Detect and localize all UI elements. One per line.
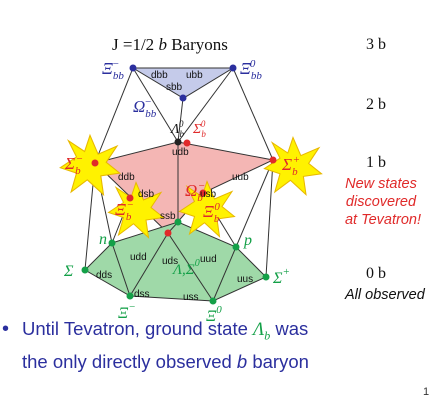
dot-xi-bb-minus [129, 64, 137, 72]
label-xi-zero: Ξ0 [206, 304, 222, 325]
label-xi-bb-minus: Ξbb− [102, 58, 124, 82]
quark-dsb: dsb [138, 189, 155, 200]
quark-dds: dds [96, 270, 112, 281]
label-sigma-b-zero: Σb0 [192, 119, 206, 139]
bullet-dot: • [2, 318, 10, 340]
quark-uds: uds [162, 256, 178, 267]
new-states-callout: New states discovered at Tevatron! [345, 176, 421, 228]
bullet-line-1-text: Until Tevatron, ground state [22, 318, 254, 339]
dot-sigma-minus [81, 266, 89, 274]
dot-xi-b-zero [199, 189, 207, 197]
quark-dss: dss [134, 289, 150, 300]
quark-dbb: dbb [151, 70, 168, 81]
top-plane-fill [131, 67, 235, 99]
label-sigma-b-minus: Σb− [64, 153, 83, 177]
dot-xi-bb-zero [229, 64, 237, 72]
quark-uub: uub [232, 172, 249, 183]
quark-ubb: ubb [186, 70, 203, 81]
middle-plane-fill [94, 141, 275, 234]
label-n: n [99, 231, 107, 248]
quark-uus: uus [237, 274, 253, 285]
label-p: p [243, 232, 252, 249]
level-label-1b: 1 b [366, 154, 386, 171]
dot-sigma-plus [262, 273, 270, 281]
quark-usb: usb [200, 189, 217, 200]
dot-sigma-b-minus [91, 159, 99, 167]
quark-ssb: ssb [160, 211, 176, 222]
level-label-2b: 2 b [366, 96, 386, 113]
bottom-plane-fill [84, 221, 267, 302]
all-observed-callout: All observed [344, 287, 426, 303]
dot-lambda-sigma0 [174, 218, 182, 226]
label-omega-b: Ωb− [185, 180, 205, 204]
quark-udd: udd [130, 252, 147, 263]
label-xi-b-zero: Ξb0 [203, 201, 220, 225]
quark-uud: uud [200, 254, 217, 265]
dot-xi-zero [209, 297, 217, 305]
label-sigma-plus: Σ+ [272, 266, 290, 287]
particle-labels: Ξbb− Ξbb0 Ωbb− Λb0 Σb0 Σb− Σb+ Ξb− Ξb0 Ω… [63, 58, 300, 325]
state-dots [81, 64, 277, 305]
label-xi-bb-zero: Ξbb0 [240, 58, 262, 82]
quark-uss: uss [183, 292, 199, 303]
label-sigma-b-plus: Σb+ [281, 154, 300, 178]
dot-xi-minus [126, 292, 134, 300]
dot-sigma-b-plus [269, 156, 277, 164]
bullet-line-2-text: the only directly observed [22, 350, 237, 372]
bullet-line-1: Until Tevatron, ground state Λb was [22, 316, 412, 349]
dot-lambda-b [174, 138, 182, 146]
bullet-text: Until Tevatron, ground state Λb was the … [22, 316, 412, 375]
dot-omega-b [164, 229, 172, 237]
label-lambda-b: Λb0 [169, 119, 184, 139]
bullet-line-1-end: was [270, 318, 309, 339]
diagram-title: J =1/2 b Baryons [112, 35, 228, 54]
level-label-3b: 3 b [366, 36, 386, 53]
bullet-line-2-end: baryon [247, 350, 309, 372]
dot-p [232, 243, 240, 251]
bullet-line-2: the only directly observed b baryon [22, 349, 412, 375]
label-omega-bb: Ωbb− [133, 96, 157, 120]
label-xi-minus: Ξ− [118, 301, 136, 322]
page-number: 1 [423, 386, 430, 398]
dot-xi-b-minus [126, 194, 134, 202]
level-label-0b: 0 b [366, 265, 386, 282]
quark-labels: dbb ubb sbb udb ddb uub dsb usb ssb udd … [96, 70, 253, 303]
label-xi-b-minus: Ξb− [115, 199, 134, 223]
dot-n [108, 239, 116, 247]
bullet-b-italic: b [236, 350, 248, 372]
dot-sigma-b-zero [183, 139, 191, 147]
label-sigma-minus: Σ [63, 263, 74, 280]
quark-ddb: ddb [118, 172, 135, 183]
lambda-b-symbol: Λb [253, 320, 271, 343]
label-lambda-sigma0: Λ,Σ0 [171, 258, 200, 278]
quark-sbb: sbb [166, 82, 183, 93]
quark-udb: udb [172, 147, 189, 158]
dot-omega-bb [179, 94, 187, 102]
